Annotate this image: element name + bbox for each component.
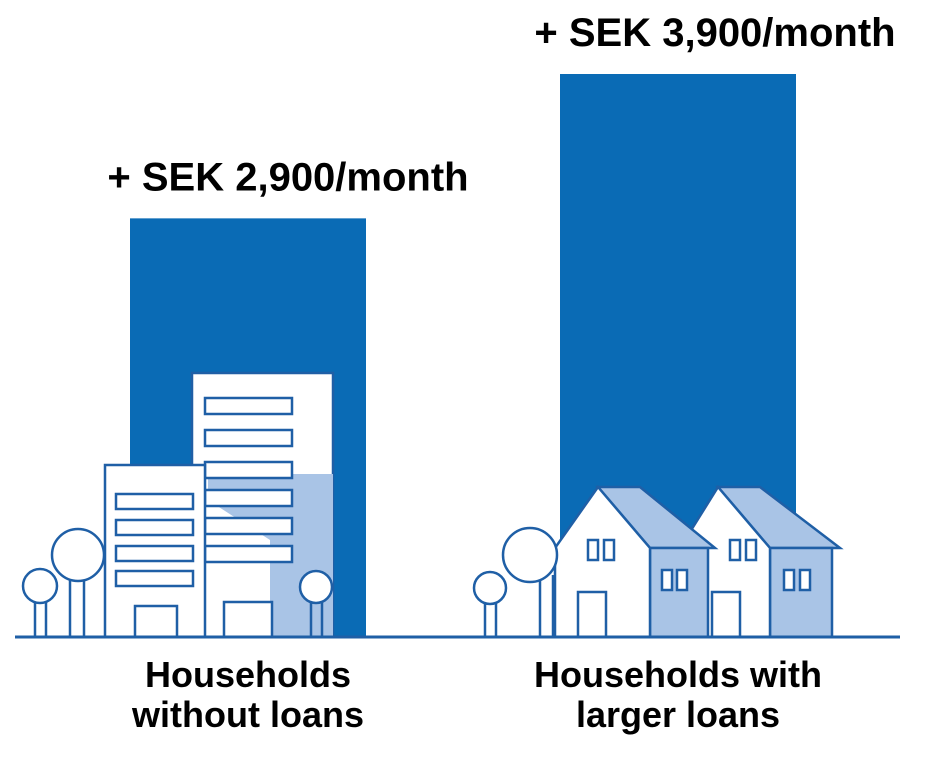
value-label: + SEK 2,900/month [107, 155, 468, 199]
category-label: Households without loans [132, 654, 364, 735]
value-label: + SEK 3,900/month [534, 11, 895, 55]
category-label: Households with larger loans [534, 654, 822, 735]
illustration [15, 371, 900, 639]
